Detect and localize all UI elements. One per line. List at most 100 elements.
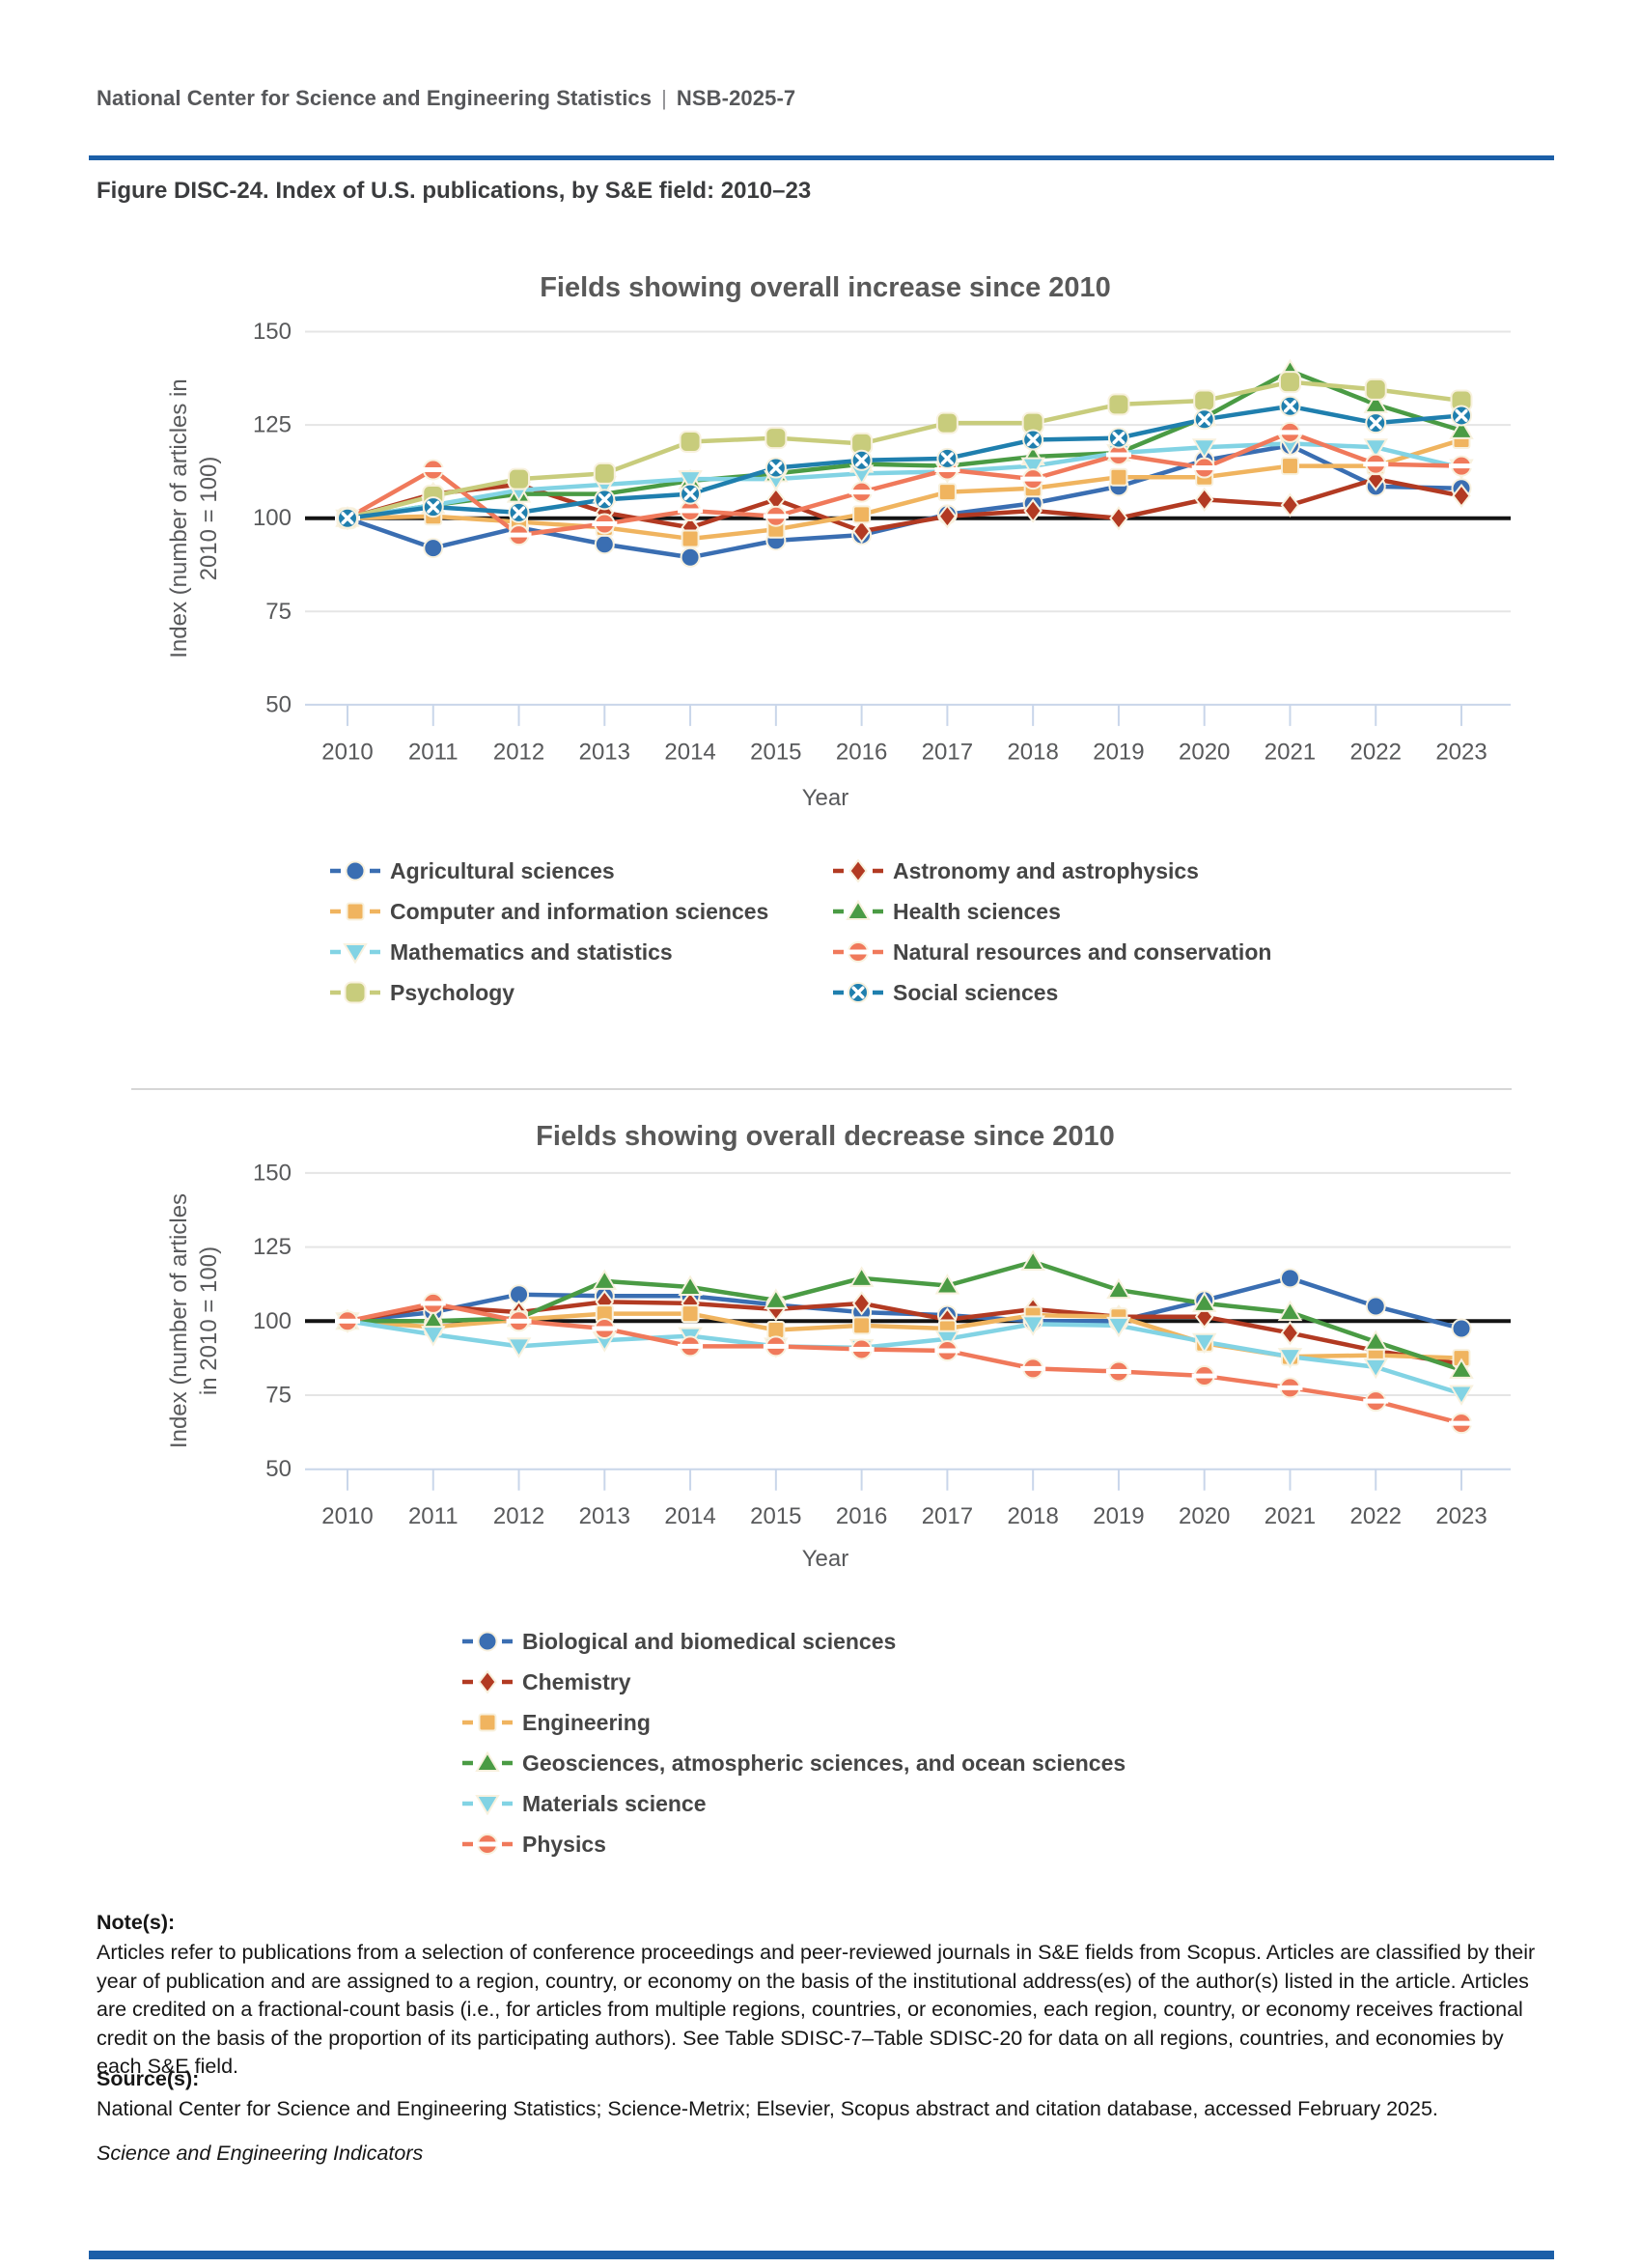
- chart2-ytick-125: 125: [253, 1234, 292, 1260]
- chart1-ytick-100: 100: [253, 505, 292, 531]
- chart2-ytick-50: 50: [265, 1456, 292, 1482]
- chart1-xtick-2019: 2019: [1093, 739, 1144, 765]
- legend-label-social-sciences: Social sciences: [893, 979, 1059, 1005]
- header-org: National Center for Science and Engineer…: [97, 86, 653, 110]
- chart2-y-axis-label: Index (number of articles in 2010 = 100): [164, 1113, 226, 1528]
- header-report-id: NSB-2025-7: [676, 86, 796, 110]
- biological-and-biomedical-sciences-marker-icon: [462, 1631, 513, 1652]
- chart2-xtick-2021: 2021: [1265, 1503, 1316, 1529]
- chart2-legend: Biological and biomedical sciences Chemis…: [461, 1621, 1126, 1864]
- chart2-x-axis-label: Year: [801, 1546, 849, 1572]
- health-sciences-marker-icon: [833, 900, 883, 920]
- chart1-xtick-2021: 2021: [1265, 739, 1316, 765]
- chart1-y-axis-label: Index (number of articles in 2010 = 100): [164, 311, 226, 726]
- materials-science-marker-icon: [462, 1795, 513, 1815]
- chart2-xtick-2014: 2014: [664, 1503, 715, 1529]
- legend-label-materials-science: Materials science: [522, 1790, 707, 1816]
- chart1-xtick-2014: 2014: [664, 739, 715, 765]
- legend-item-psychology: Psychology: [329, 972, 832, 1013]
- series-physics: [335, 1292, 1475, 1435]
- chart1-y-axis-label-line2: 2010 = 100): [196, 456, 222, 581]
- legend-item-physics: Physics: [461, 1824, 1126, 1864]
- legend-label-natural-resources-and-conservation: Natural resources and conservation: [893, 938, 1272, 965]
- legend-item-materials-science: Materials science: [461, 1783, 1126, 1824]
- geosciences-atmospheric-sciences-and-ocean-sciences-marker-icon: [462, 1751, 513, 1772]
- legend-label-computer-and-information-sciences: Computer and information sciences: [390, 898, 769, 924]
- chart2-title: Fields showing overall decrease since 20…: [536, 1121, 1115, 1152]
- legend-label-engineering: Engineering: [522, 1709, 651, 1735]
- chart2-ytick-100: 100: [253, 1308, 292, 1334]
- chart1-xtick-2016: 2016: [836, 739, 887, 765]
- chart2-xtick-2010: 2010: [321, 1503, 373, 1529]
- chart1-xtick-2012: 2012: [493, 739, 544, 765]
- document-header: National Center for Science and Engineer…: [97, 86, 795, 111]
- chart1-ytick-150: 150: [253, 319, 292, 345]
- chart1-x-axis-label: Year: [801, 785, 849, 811]
- brand-line: Science and Engineering Indicators: [97, 2142, 424, 2165]
- notes-heading: Note(s):: [97, 1911, 176, 1934]
- chart2-xtick-2016: 2016: [836, 1503, 887, 1529]
- legend-label-biological-and-biomedical-sciences: Biological and biomedical sciences: [522, 1628, 897, 1654]
- legend-item-biological-and-biomedical-sciences: Biological and biomedical sciences: [461, 1621, 1126, 1662]
- legend-item-natural-resources-and-conservation: Natural resources and conservation: [832, 932, 1271, 972]
- legend-label-geosciences-atmospheric-sciences-and-ocean-sciences: Geosciences, atmospheric sciences, and o…: [522, 1750, 1126, 1776]
- chart2-xtick-2019: 2019: [1093, 1503, 1144, 1529]
- chart1-xtick-2020: 2020: [1179, 739, 1230, 765]
- legend-item-agricultural-sciences: Agricultural sciences: [329, 851, 832, 891]
- chart1-legend: Agricultural sciences Astronomy and astro…: [329, 851, 1271, 1013]
- top-rule: [89, 155, 1554, 160]
- chart2-xtick-2011: 2011: [408, 1503, 459, 1529]
- chart1-xtick-2010: 2010: [321, 739, 373, 765]
- legend-item-chemistry: Chemistry: [461, 1662, 1126, 1702]
- legend-label-health-sciences: Health sciences: [893, 898, 1061, 924]
- legend-item-engineering: Engineering: [461, 1702, 1126, 1743]
- chart1-xtick-2011: 2011: [408, 739, 459, 765]
- chart1-title: Fields showing overall increase since 20…: [540, 272, 1111, 303]
- chart2-xtick-2015: 2015: [750, 1503, 801, 1529]
- legend-item-astronomy-and-astrophysics: Astronomy and astrophysics: [832, 851, 1271, 891]
- agricultural-sciences-marker-icon: [330, 860, 380, 882]
- social-sciences-marker-icon: [833, 982, 883, 1003]
- engineering-marker-icon: [462, 1713, 513, 1732]
- legend-label-mathematics-and-statistics: Mathematics and statistics: [390, 938, 673, 965]
- chart1-y-axis-label-line1: Index (number of articles in: [166, 378, 192, 658]
- figure-title: Figure DISC-24. Index of U.S. publicatio…: [97, 178, 812, 204]
- mathematics-and-statistics-marker-icon: [330, 943, 380, 964]
- chart1-xtick-2017: 2017: [922, 739, 973, 765]
- psychology-marker-icon: [330, 981, 380, 1004]
- chart2-xtick-2012: 2012: [493, 1503, 544, 1529]
- chart1-xtick-2013: 2013: [579, 739, 630, 765]
- bottom-rule: [89, 2251, 1554, 2259]
- chart1-xtick-2015: 2015: [750, 739, 801, 765]
- series-natural-resources-and-conservation: [335, 421, 1475, 546]
- legend-label-psychology: Psychology: [390, 979, 515, 1005]
- chart2-ytick-75: 75: [265, 1383, 292, 1409]
- chart1-ytick-125: 125: [253, 412, 292, 438]
- chart2-xtick-2020: 2020: [1179, 1503, 1230, 1529]
- chemistry-marker-icon: [462, 1670, 513, 1694]
- chart1-xtick-2023: 2023: [1435, 739, 1487, 765]
- header-divider: |: [661, 86, 667, 110]
- chart2-y-axis-label-line2: in 2010 = 100): [196, 1246, 222, 1396]
- astronomy-and-astrophysics-marker-icon: [833, 859, 883, 882]
- computer-and-information-sciences-marker-icon: [330, 902, 380, 921]
- chart2-xtick-2022: 2022: [1350, 1503, 1402, 1529]
- notes-body: Articles refer to publications from a se…: [97, 1941, 1536, 2078]
- chart2-xtick-2018: 2018: [1007, 1503, 1058, 1529]
- chart1-xtick-2022: 2022: [1350, 739, 1402, 765]
- legend-label-chemistry: Chemistry: [522, 1668, 631, 1694]
- chart2-y-axis-label-line1: Index (number of articles: [166, 1192, 192, 1449]
- sources-body: National Center for Science and Engineer…: [97, 2097, 1438, 2120]
- chart2-xtick-2023: 2023: [1435, 1503, 1487, 1529]
- legend-item-social-sciences: Social sciences: [832, 972, 1271, 1013]
- legend-item-mathematics-and-statistics: Mathematics and statistics: [329, 932, 832, 972]
- legend-label-physics: Physics: [522, 1831, 606, 1857]
- chart1-xtick-2018: 2018: [1007, 739, 1058, 765]
- physics-marker-icon: [462, 1834, 513, 1855]
- legend-item-health-sciences: Health sciences: [832, 891, 1271, 932]
- legend-label-astronomy-and-astrophysics: Astronomy and astrophysics: [893, 857, 1199, 883]
- natural-resources-and-conservation-marker-icon: [833, 941, 883, 963]
- chart2-xtick-2013: 2013: [579, 1503, 630, 1529]
